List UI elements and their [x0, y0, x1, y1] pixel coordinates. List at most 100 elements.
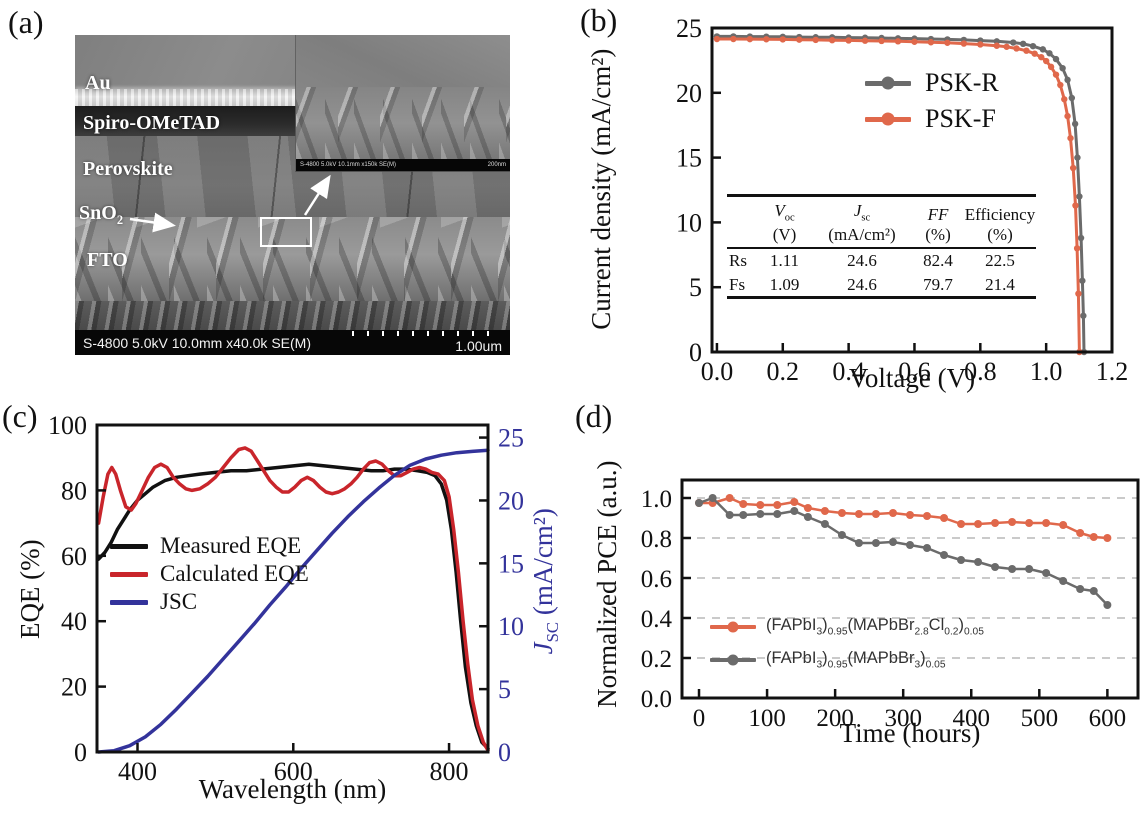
tick-label: 0.0 — [701, 357, 734, 386]
sem-inset-scale-label: 200nm — [487, 162, 506, 168]
series-Calculated-EQE — [96, 446, 490, 753]
tick-label: 0.4 — [641, 606, 673, 633]
tick-label: 10 — [498, 612, 524, 641]
calculated-eqe-label: Calculated EQE — [160, 561, 309, 586]
panel-d-label: (d) — [575, 398, 613, 434]
ticks: 0.0 0.2 0.4 0.6 0.8 1.0 1.2 0 5 10 15 20 25 — [676, 14, 1128, 386]
series — [96, 446, 490, 754]
tick-label: 80 — [61, 476, 87, 505]
psk-f-label: PSK-F — [925, 104, 996, 133]
sem-bottom-region — [75, 301, 510, 330]
eqe-x-axis-title: Wavelength (nm) — [198, 774, 387, 804]
series-Measured-EQE — [96, 462, 490, 751]
plot-frame — [680, 478, 1140, 700]
tick-label: 400 — [953, 705, 991, 732]
psk-f-marker — [881, 112, 895, 126]
tick-label: 20 — [61, 673, 87, 702]
table-rule-top — [727, 194, 1036, 197]
tick-label: 800 — [430, 757, 469, 786]
plot-frame — [710, 26, 1114, 354]
calculated-eqe-swatch — [110, 571, 148, 577]
tick-label: 5 — [689, 273, 702, 302]
eqe-legend: Measured EQE Calculated EQE JSC — [110, 533, 309, 614]
tick-label: 10 — [676, 208, 702, 237]
tick-label: 0.8 — [964, 357, 997, 386]
sem-label-perovskite: Perovskite — [83, 158, 173, 180]
eqe-chart: 400 600 800 0 20 40 60 80 100 0 5 10 15 20 25 — [48, 411, 524, 786]
psk-f-swatch — [865, 112, 911, 126]
tick-label: 200 — [816, 705, 854, 732]
series-PSK-F — [713, 35, 1083, 356]
sem-label-sno2: SnO2 — [79, 202, 124, 227]
tick-label: 500 — [1021, 705, 1059, 732]
fapbi-label: (FAPbI3)0.95(MAPbBr3)0.05 — [766, 649, 946, 671]
sem-inset-texture — [296, 35, 510, 160]
stability-chart: 0 100 200 300 400 500 600 0.0 0.2 0.4 0.6 0.8 1.0 — [641, 478, 1140, 732]
measured-eqe-swatch — [110, 543, 148, 549]
jv-y-axis-title: Current density (mA/cm²) — [585, 48, 616, 330]
table-header-efficiency: Efficiency (%) — [964, 204, 1036, 244]
tick-label: 20 — [676, 79, 702, 108]
table-header-voc: Voc (V) — [772, 201, 797, 244]
panel-c-label: (c) — [2, 398, 38, 434]
tick-label: 300 — [884, 705, 922, 732]
legend-item-measured-eqe: Measured EQE — [110, 533, 309, 558]
tick-label: 0.6 — [641, 566, 672, 593]
measured-eqe-label: Measured EQE — [160, 533, 302, 558]
psk-r-marker — [881, 76, 895, 90]
fapbi-marker — [727, 654, 739, 666]
table-header-row: Voc (V) Jsc (mA/cm²) FF (%) Efficiency (… — [727, 197, 1036, 247]
ticks: 400 600 800 0 20 40 60 80 100 0 5 10 15 20 25 — [48, 411, 524, 786]
fapbi-cl-marker — [727, 621, 739, 633]
tick-label: 0 — [693, 705, 706, 732]
tick-label: 5 — [498, 675, 511, 704]
fapbi-cl-swatch — [710, 621, 756, 633]
psk-r-swatch — [865, 76, 911, 90]
legend-item-fapbi: (FAPbI3)0.95(MAPbBr3)0.05 — [710, 646, 984, 674]
tick-label: 1.0 — [641, 486, 672, 513]
tick-label: 0.2 — [641, 646, 672, 673]
sem-scale-ruler — [352, 331, 502, 336]
tick-label: 100 — [48, 411, 87, 440]
panel-a: (a) S-4800 5.0kV 10.1mm x150k SE(M) 200n… — [0, 0, 580, 395]
sem-inset-image: S-4800 5.0kV 10.1mm x150k SE(M) 200nm — [295, 35, 510, 172]
sem-fto-layer — [75, 217, 510, 301]
legend-item-fapbi-cl: (FAPbI3)0.95(MAPbBr2.8Cl0.2)0.05 — [710, 613, 984, 641]
tick-label: 0 — [498, 738, 511, 767]
stability-legend: (FAPbI3)0.95(MAPbBr2.8Cl0.2)0.05 (FAPbI3… — [710, 613, 984, 674]
legend-item-psk-r: PSK-R — [865, 66, 999, 100]
roi-rectangle — [260, 217, 312, 247]
jv-x-axis-title: Voltage (V) — [848, 363, 976, 393]
table-row-fs: Fs 1.09 24.6 79.7 21.4 — [729, 274, 1015, 294]
psk-r-label: PSK-R — [925, 68, 999, 97]
tick-label: 600 — [274, 757, 313, 786]
series--FAPbI3-0-95-MAPbBr3-0-05 — [695, 494, 1112, 609]
sem-inset-status-bar: S-4800 5.0kV 10.1mm x150k SE(M) 200nm — [296, 159, 510, 171]
legend-item-psk-f: PSK-F — [865, 102, 999, 136]
tick-label: 0.4 — [832, 357, 865, 386]
tick-label: 0 — [74, 738, 87, 767]
tick-label: 20 — [498, 486, 524, 515]
tick-label: 40 — [61, 607, 87, 636]
jsc-label: JSC — [160, 589, 198, 614]
table-header-ff: FF (%) — [925, 204, 951, 244]
series--FAPbI3-0-95-MAPbBr2-8Cl0-2-0-05 — [695, 494, 1112, 542]
table-rule-mid — [727, 247, 1036, 250]
table-header-jsc: Jsc (mA/cm²) — [828, 201, 896, 244]
series — [713, 33, 1088, 356]
stability-y-axis-title: Normalized PCE (a.u.) — [591, 460, 622, 708]
tick-label: 15 — [676, 144, 702, 173]
legend-item-calculated-eqe: Calculated EQE — [110, 561, 309, 586]
tick-label: 0.8 — [641, 526, 672, 553]
sem-inset-crystals — [296, 87, 510, 160]
tick-label: 0.2 — [767, 357, 800, 386]
tick-label: 0.6 — [898, 357, 931, 386]
panel-c: (c) 400 600 800 0 20 40 60 80 100 0 5 10 15 20 25 EQE … — [0, 395, 562, 819]
tick-label: 400 — [118, 757, 157, 786]
eqe-y-axis-title: EQE (%) — [14, 539, 45, 640]
series-JSC — [96, 448, 490, 754]
sem-scale: 1.00um — [352, 331, 502, 354]
tick-label: 0.0 — [641, 686, 672, 713]
jv-chart: 0.0 0.2 0.4 0.6 0.8 1.0 1.2 0 5 10 15 20 25 — [676, 14, 1128, 386]
